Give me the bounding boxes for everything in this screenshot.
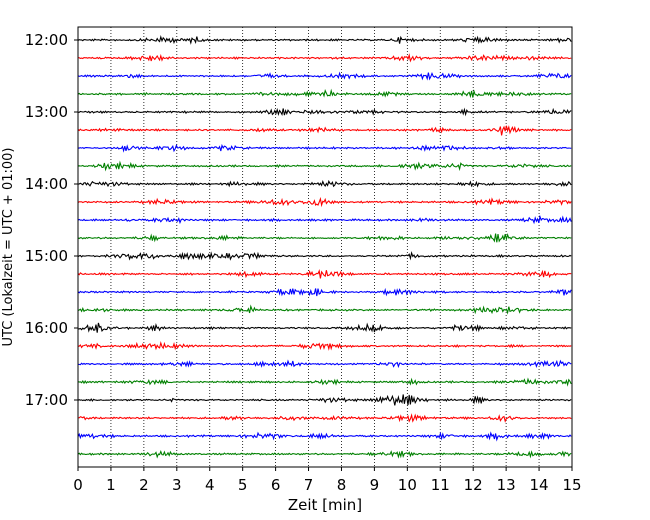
x-tick-label: 6 [271, 476, 281, 494]
x-tick-label: 8 [337, 476, 347, 494]
plot-frame [77, 26, 573, 468]
x-tick-label: 14 [530, 476, 549, 494]
trace-line [77, 322, 572, 333]
x-tick-label: 1 [106, 476, 116, 494]
y-tick-label: 14:00 [25, 175, 68, 193]
trace-line [77, 359, 572, 369]
x-tick-label: 12 [464, 476, 483, 494]
trace-line [77, 431, 572, 442]
y-tick-label: 12:00 [25, 31, 68, 49]
y-tick-label: 16:00 [25, 319, 68, 337]
trace-line [77, 413, 572, 423]
x-tick-label: 3 [172, 476, 182, 494]
y-axis-label: UTC (Lokalzeit = UTC + 01:00) [1, 148, 16, 347]
x-tick-label: 4 [205, 476, 215, 494]
x-tick-label: 13 [497, 476, 516, 494]
trace-line [77, 196, 572, 208]
trace-line [77, 287, 572, 297]
trace-line [77, 214, 572, 225]
x-tick-label: 9 [370, 476, 380, 494]
trace-line [77, 160, 572, 172]
trace-line [77, 143, 572, 153]
x-tick-label: 7 [304, 476, 314, 494]
x-axis-label: Zeit [min] [288, 496, 362, 514]
trace-line [77, 377, 572, 387]
y-tick-label: 13:00 [25, 103, 68, 121]
trace-line [77, 304, 572, 315]
x-tick-label: 2 [139, 476, 149, 494]
x-grid [110, 27, 540, 467]
x-tick-label: 15 [562, 476, 581, 494]
x-tick-label: 10 [398, 476, 417, 494]
trace-line [77, 125, 572, 136]
x-tick-label: 0 [73, 476, 83, 494]
trace-line [77, 53, 572, 63]
y-tick-label: 17:00 [25, 391, 68, 409]
trace-line [77, 251, 572, 261]
y-axis-ticks: 12:00 13:00 14:00 15:00 16:00 17:00 [25, 31, 78, 409]
trace-line [77, 107, 572, 117]
seismogram-traces [77, 34, 572, 459]
trace-line [77, 394, 572, 406]
trace-line [77, 233, 572, 243]
x-tick-label: 11 [431, 476, 450, 494]
trace-line [77, 179, 572, 188]
trace-line [77, 341, 572, 351]
y-tick-label: 15:00 [25, 247, 68, 265]
trace-line [77, 71, 572, 81]
x-axis-ticks: 0 1 2 3 4 5 6 7 8 9 10 11 12 13 14 15 [73, 467, 582, 494]
trace-line [77, 34, 572, 45]
trace-line [77, 449, 572, 459]
trace-line [77, 88, 572, 99]
x-tick-label: 5 [238, 476, 248, 494]
trace-line [77, 269, 572, 279]
